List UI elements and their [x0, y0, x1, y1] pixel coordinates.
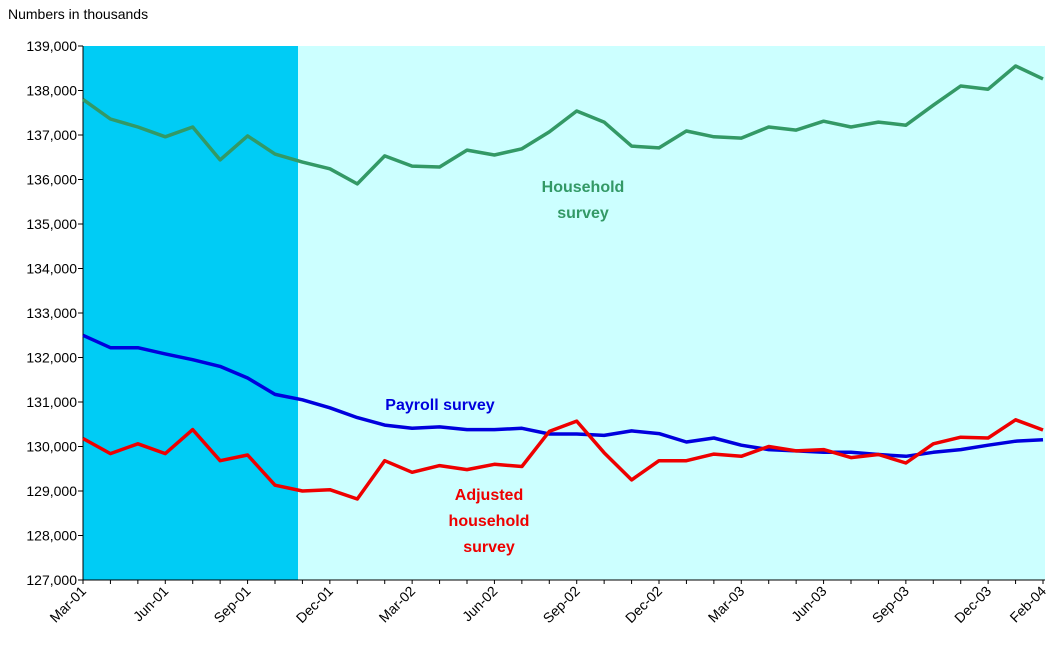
y-tick-label: 137,000	[26, 127, 77, 143]
x-tick-label: Dec-01	[293, 583, 336, 626]
series-label: Adjusted	[455, 487, 523, 504]
y-tick-label: 139,000	[26, 38, 77, 54]
x-tick-label: Sep-03	[869, 583, 912, 626]
x-tick-label: Jun-02	[459, 583, 501, 625]
y-tick-label: 131,000	[26, 394, 77, 410]
y-tick-label: 129,000	[26, 483, 77, 499]
x-tick-label: Dec-02	[622, 583, 665, 626]
y-tick-label: 136,000	[26, 172, 77, 188]
y-tick-label: 135,000	[26, 216, 77, 232]
y-tick-label: 130,000	[26, 439, 77, 455]
y-tick-label: 133,000	[26, 305, 77, 321]
series-label: survey	[557, 205, 609, 222]
y-axis-label: Numbers in thousands	[8, 6, 148, 22]
series-label: Payroll survey	[385, 397, 495, 414]
y-tick-label: 128,000	[26, 528, 77, 544]
series-label: survey	[463, 539, 515, 556]
x-tick-label: Mar-02	[376, 583, 419, 626]
x-tick-label: Mar-01	[46, 583, 89, 626]
x-tick-label: Feb-04	[1006, 583, 1046, 626]
x-tick-label: Dec-03	[951, 583, 994, 626]
y-tick-label: 138,000	[26, 83, 77, 99]
y-tick-label: 134,000	[26, 261, 77, 277]
series-label: Household	[542, 179, 625, 196]
x-tick-label: Sep-02	[540, 583, 583, 626]
series-label: household	[449, 513, 530, 530]
y-tick-label: 127,000	[26, 572, 77, 588]
x-tick-label: Mar-03	[705, 583, 748, 626]
x-tick-label: Jun-03	[788, 583, 830, 625]
y-tick-label: 132,000	[26, 350, 77, 366]
series-line	[82, 418, 1044, 501]
x-tick-label: Sep-01	[210, 583, 253, 626]
shaded-period	[83, 46, 298, 580]
series-line	[81, 64, 1044, 186]
x-tick-label: Jun-01	[130, 583, 172, 625]
